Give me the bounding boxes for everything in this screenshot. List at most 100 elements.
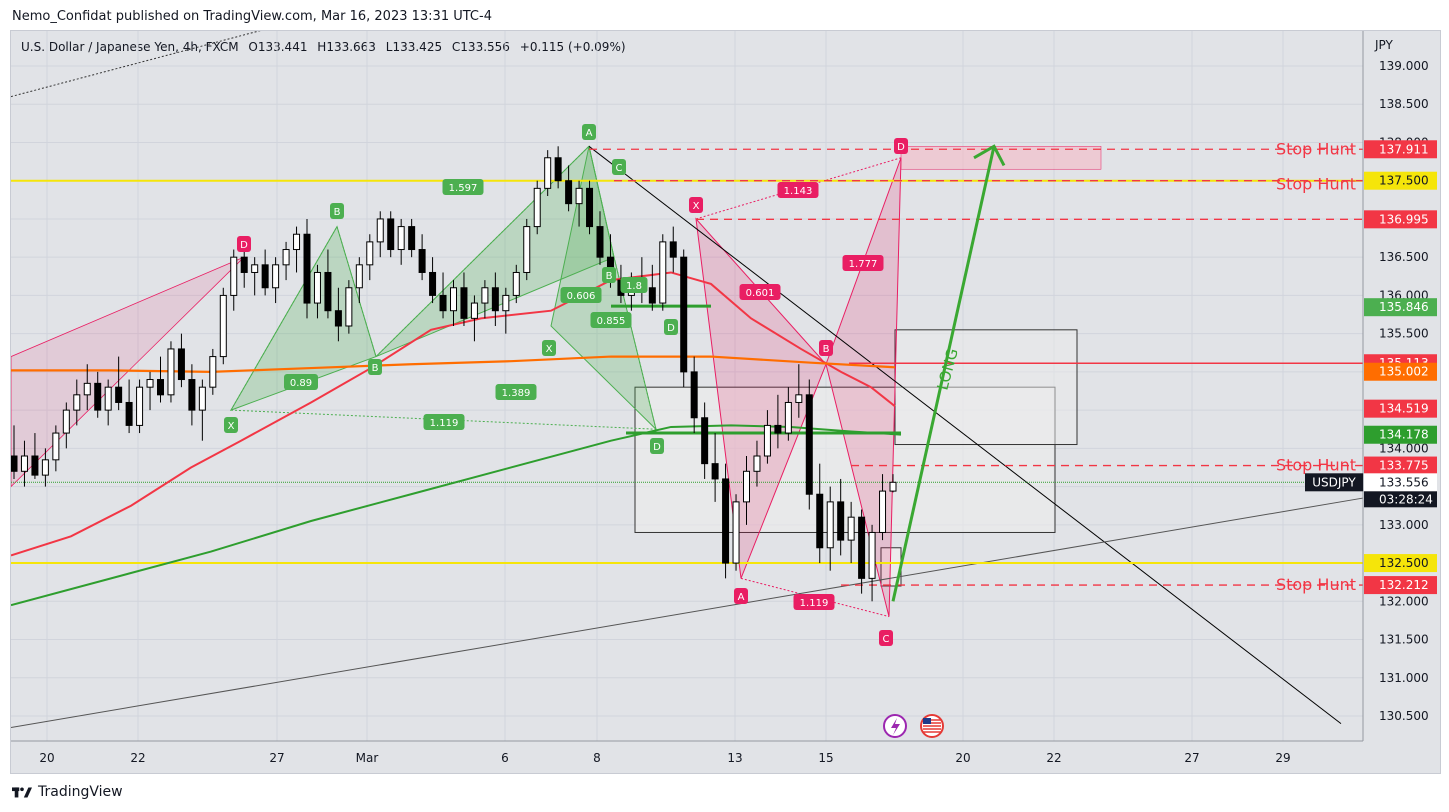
candle-body (575, 187, 583, 205)
candle-body (11, 455, 18, 472)
green-ratio-1119-text: 1.119 (430, 418, 459, 429)
candle-body (512, 271, 520, 296)
candle-body (104, 386, 112, 411)
stop-hunt-label: Stop Hunt (1276, 139, 1356, 158)
price-tag (1364, 171, 1437, 190)
candle-body (544, 157, 552, 189)
green-point-d2 (664, 319, 678, 335)
green-point-d (650, 438, 664, 454)
price-tag (1364, 140, 1437, 159)
candle-body (533, 187, 541, 228)
candle-body (52, 432, 60, 461)
candle-body (523, 226, 531, 273)
price-tag-label: 137.911 (1379, 142, 1429, 156)
candle-body (251, 264, 259, 273)
red-ratio-1119 (793, 594, 835, 610)
price-tag (1364, 576, 1437, 595)
green-ratio-1389 (495, 384, 537, 400)
price-tag (1364, 362, 1437, 381)
x-tick-label: 15 (818, 751, 833, 765)
green-harmonic-dotted (230, 145, 657, 430)
green-point-d2-text: D (667, 323, 675, 334)
price-tag-label: 134.178 (1379, 428, 1429, 442)
candle-body (240, 256, 248, 273)
candle-body (596, 226, 604, 258)
candle-body (219, 294, 227, 358)
green-point-c-text: C (616, 163, 623, 174)
candle-body (429, 271, 437, 296)
candle-body (136, 386, 144, 426)
ohlc-change: +0.115 (+0.09%) (519, 40, 626, 54)
candle-body (293, 233, 301, 251)
price-tag (1364, 456, 1437, 475)
y-tick-label: 134.000 (1379, 441, 1429, 455)
candle-body (115, 386, 123, 403)
footer-brand: TradingView (12, 784, 123, 800)
x-tick-label: Mar (356, 751, 379, 765)
tradingview-logo-icon (12, 787, 32, 798)
green-ratio-18-text: 1.8 (626, 281, 642, 292)
candle-body (230, 256, 238, 296)
candle-body (816, 493, 824, 549)
price-chart[interactable]: LONGAXBCDXBDB1.5970.891.3891.1190.6060.8… (11, 31, 1440, 773)
chart-frame[interactable]: U.S. Dollar / Japanese Yen, 4h, FXCM O13… (10, 30, 1441, 774)
candle-body (303, 233, 311, 304)
candle-body (858, 516, 866, 579)
candle-body (847, 516, 855, 541)
green-point-b-text: B (372, 363, 379, 374)
candle-body (439, 294, 447, 312)
candle-body (879, 490, 887, 533)
price-tag (1364, 425, 1437, 444)
long-arrow-head (973, 144, 1006, 167)
ohlc-high: H133.663 (317, 40, 376, 54)
x-tick-label: 20 (955, 751, 970, 765)
red-point-x (689, 197, 703, 213)
candle-body (795, 394, 803, 403)
candle-body (408, 226, 416, 251)
red-ratio-0601-text: 0.601 (746, 288, 775, 299)
x-tick-label: 22 (1046, 751, 1061, 765)
green-point-b2 (602, 267, 616, 283)
candle-body (491, 287, 499, 312)
candle-body (763, 424, 771, 457)
candle-body (805, 394, 813, 495)
y-tick-label: 131.500 (1379, 633, 1429, 647)
green-point-x2-text: X (546, 344, 553, 355)
candle-body (282, 249, 290, 266)
candle-body (868, 531, 876, 579)
candle-body (324, 271, 332, 312)
candle-body (680, 256, 688, 373)
price-tag (1364, 473, 1437, 492)
y-tick-label: 133.000 (1379, 518, 1429, 532)
x-tick-label: 13 (727, 751, 742, 765)
y-tick-label: 131.000 (1379, 671, 1429, 685)
dotted-trendline (11, 31, 261, 98)
candle-body (837, 501, 845, 541)
candle-body (188, 379, 196, 411)
candle-body (669, 241, 677, 258)
candle-body (209, 356, 217, 388)
price-tag-label: 133.775 (1379, 459, 1429, 473)
us-flag-canton (923, 718, 931, 724)
x-tick-label: 27 (1184, 751, 1199, 765)
price-tag-label: 132.212 (1379, 578, 1429, 592)
candle-body (334, 310, 342, 327)
symbol-tag-label: USDJPY (1312, 475, 1356, 489)
candle-body (648, 287, 656, 304)
countdown-tag (1364, 491, 1437, 508)
y-tick-label: 139.000 (1379, 59, 1429, 73)
candle-body (722, 478, 730, 564)
ema-red-line (11, 271, 896, 557)
candle-body (261, 264, 269, 289)
candle-body (157, 379, 164, 396)
axis-currency-label: JPY (1374, 38, 1394, 52)
candle-body (397, 226, 405, 251)
price-tag-label: 135.846 (1379, 300, 1429, 314)
green-point-a2-text: B (334, 207, 341, 218)
price-tag-label: 137.500 (1379, 174, 1429, 188)
red-point-d-text: D (897, 142, 905, 153)
red-point-d-left (237, 236, 251, 252)
candle-body (826, 501, 834, 549)
green-point-x-text: X (228, 421, 235, 432)
candle-body (774, 424, 782, 434)
